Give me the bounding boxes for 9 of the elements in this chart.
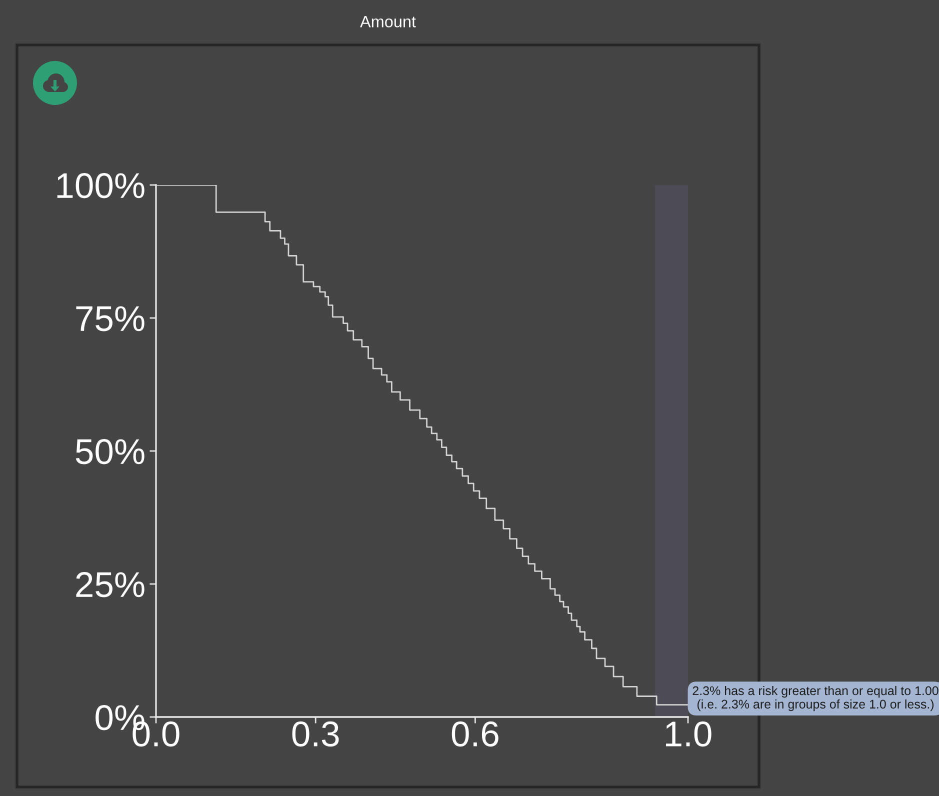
x-tick-label: 1.0 [666, 721, 712, 747]
chart-title: Amount [360, 16, 416, 28]
y-tick-label: 75% [76, 306, 144, 332]
y-tick-label: 100% [57, 173, 144, 198]
x-tick-label: 0.6 [452, 721, 498, 747]
y-tick-label: 25% [76, 572, 144, 598]
y-tick-label: 50% [76, 439, 144, 464]
x-tick-label: 0.3 [292, 721, 339, 747]
annotation: 2.3% has a risk greater than or equal to 1.00 (i.e. 2.3% are in groups of size 1.0 or less.) [692, 686, 938, 712]
